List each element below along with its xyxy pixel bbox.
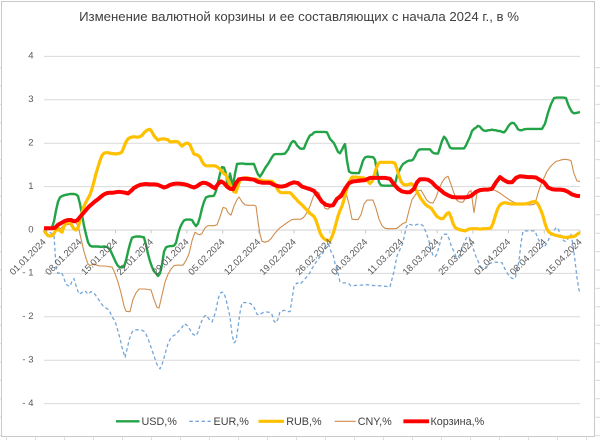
svg-text:Корзина,%: Корзина,% bbox=[431, 416, 485, 428]
svg-text:EUR,%: EUR,% bbox=[214, 416, 250, 428]
svg-text:2: 2 bbox=[28, 138, 33, 149]
svg-text:0: 0 bbox=[28, 224, 33, 235]
svg-text:- 1: - 1 bbox=[22, 268, 33, 279]
svg-text:- 3: - 3 bbox=[22, 355, 33, 366]
svg-text:3: 3 bbox=[28, 94, 33, 105]
svg-text:4: 4 bbox=[28, 51, 33, 62]
svg-text:1: 1 bbox=[28, 181, 33, 192]
svg-text:- 2: - 2 bbox=[22, 311, 33, 322]
svg-text:USD,%: USD,% bbox=[142, 416, 178, 428]
svg-text:- 4: - 4 bbox=[22, 398, 33, 409]
svg-text:CNY,%: CNY,% bbox=[358, 416, 392, 428]
svg-text:Изменение валютной корзины и е: Изменение валютной корзины и ее составля… bbox=[79, 9, 519, 24]
svg-text:RUB,%: RUB,% bbox=[286, 416, 322, 428]
